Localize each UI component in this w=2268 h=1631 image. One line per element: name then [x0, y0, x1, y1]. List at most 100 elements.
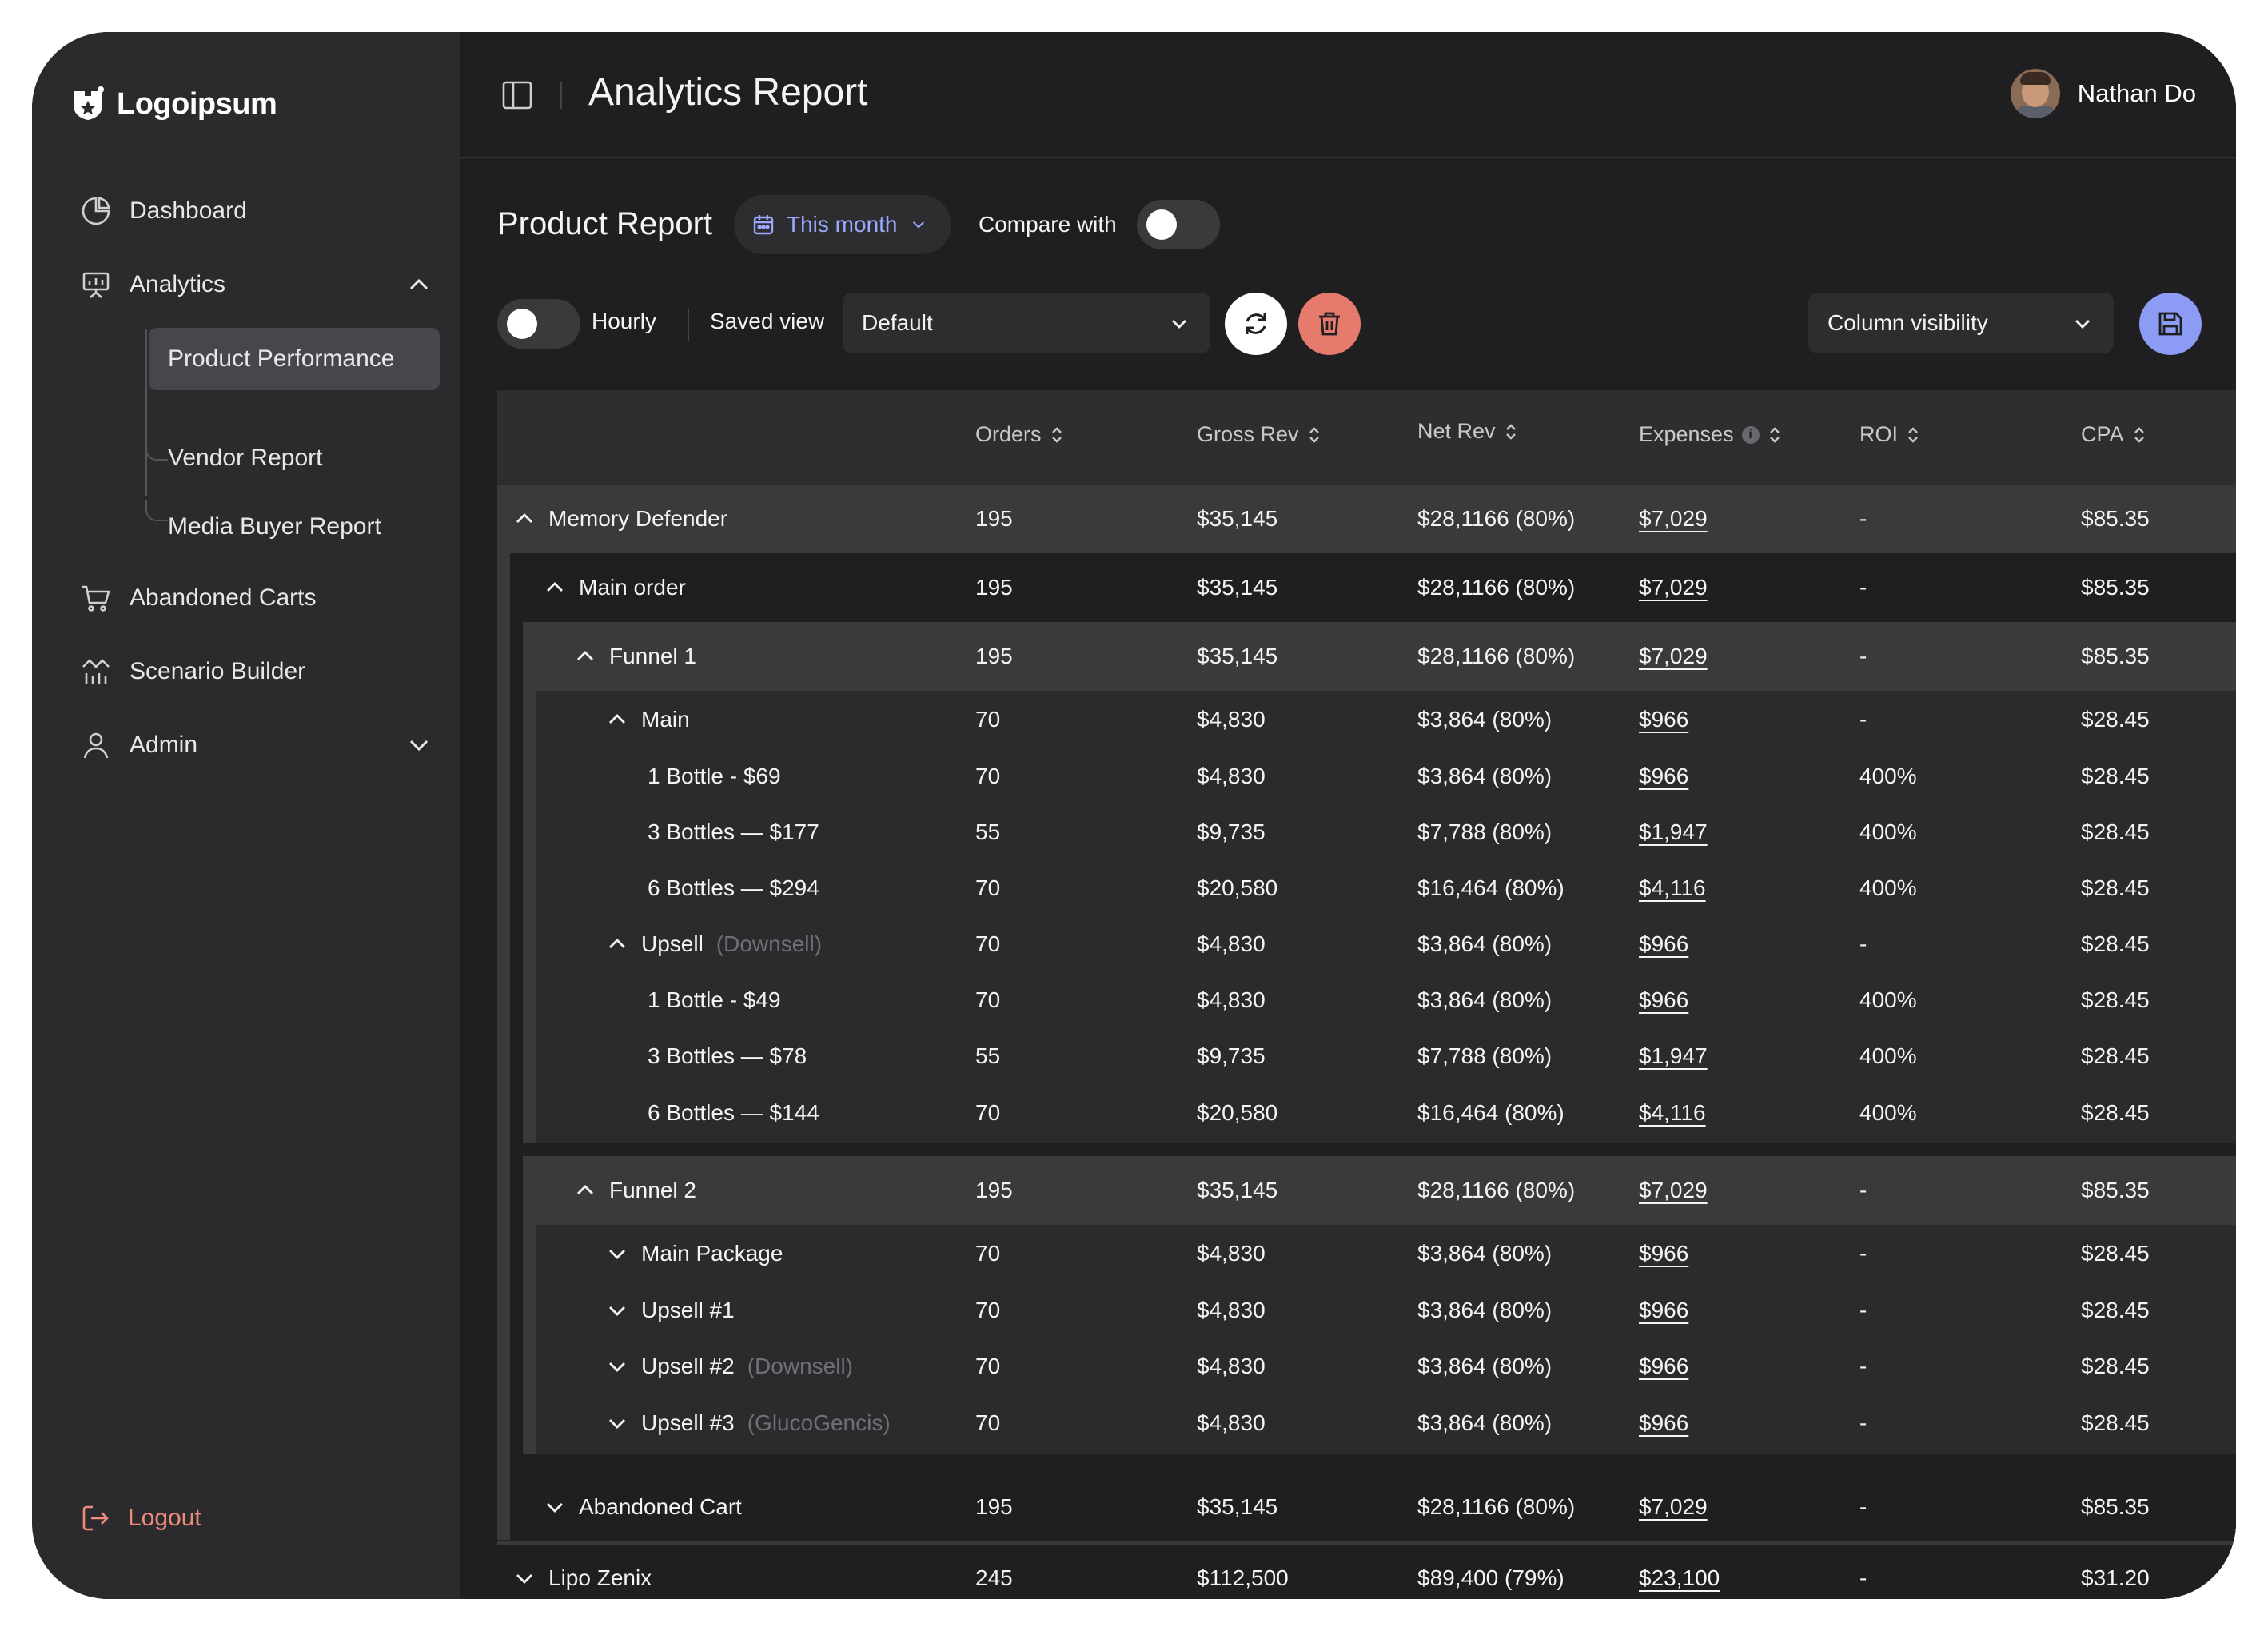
cell-expenses[interactable]: $966 — [1639, 987, 1689, 1012]
column-header-roi[interactable]: ROI — [1859, 422, 1920, 447]
sidebar-item-admin[interactable]: Admin — [80, 721, 432, 769]
logout-button[interactable]: Logout — [80, 1503, 201, 1533]
chevron-down-icon[interactable] — [513, 1567, 536, 1589]
table-row[interactable]: Upsell (Downsell) 70 $4,830 $3,864 (80%) $966… — [536, 916, 2236, 972]
cell-gross: $4,830 — [1197, 987, 1266, 1012]
delete-button[interactable] — [1298, 293, 1361, 355]
chevron-down-icon — [2075, 320, 2090, 329]
column-header-gross-rev[interactable]: Gross Rev — [1197, 422, 1321, 447]
cell-expenses[interactable]: $7,029 — [1639, 575, 1708, 600]
chevron-up-icon[interactable] — [574, 1179, 596, 1202]
table-row[interactable]: 1 Bottle - $69 70 $4,830 $3,864 (80%) $966 40… — [536, 748, 2236, 804]
hourly-toggle[interactable] — [497, 299, 580, 349]
table-row[interactable]: Funnel 2 195 $35,145 $28,1166 (80%) $7,029 - $… — [523, 1156, 2236, 1225]
save-view-button[interactable] — [2139, 293, 2202, 355]
cell-orders: 195 — [975, 575, 1013, 600]
sidebar-item-label: Admin — [130, 732, 198, 758]
cell-gross: $112,500 — [1197, 1565, 1289, 1590]
column-header-net-rev[interactable]: Net Rev — [1417, 419, 1518, 444]
table-row[interactable]: 6 Bottles — $144 70 $20,580 $16,464 (80%) $4… — [536, 1084, 2236, 1142]
compare-toggle[interactable] — [1137, 200, 1220, 249]
cell-expenses[interactable]: $4,116 — [1639, 1100, 1706, 1125]
chevron-up-icon[interactable] — [513, 508, 536, 530]
refresh-button[interactable] — [1225, 293, 1287, 355]
table-row[interactable]: Upsell #1 70 $4,830 $3,864 (80%) $966 - $28.45 — [536, 1282, 2236, 1338]
sidebar-subitem-media-buyer-report[interactable]: Media Buyer Report — [149, 496, 440, 558]
date-filter-button[interactable]: This month — [734, 195, 951, 254]
cell-orders: 195 — [975, 1494, 1013, 1519]
row-label: Upsell #2 — [641, 1354, 735, 1378]
chevron-down-icon[interactable] — [606, 1412, 628, 1434]
chevron-up-icon[interactable] — [406, 272, 432, 297]
cell-expenses[interactable]: $7,029 — [1639, 506, 1708, 531]
cell-gross: $20,580 — [1197, 875, 1278, 900]
table-row[interactable]: Upsell #3 (GlucoGencis) 70 $4,830 $3,864 (80… — [536, 1394, 2236, 1452]
sidebar-subitem-label: Vendor Report — [168, 445, 323, 471]
info-icon[interactable]: i — [1741, 425, 1760, 444]
table-row[interactable]: 6 Bottles — $294 70 $20,580 $16,464 (80%) $4… — [536, 860, 2236, 916]
row-label: Funnel 1 — [609, 644, 696, 668]
cell-expenses[interactable]: $966 — [1639, 1298, 1689, 1322]
table-row[interactable]: Main Package 70 $4,830 $3,864 (80%) $966 - $28… — [536, 1225, 2236, 1282]
cell-expenses[interactable]: $1,947 — [1639, 1043, 1708, 1068]
row-label: Upsell — [641, 931, 704, 956]
user-menu[interactable]: Nathan Do — [2010, 69, 2196, 118]
cell-expenses[interactable]: $7,029 — [1639, 1178, 1708, 1202]
table-row[interactable]: 1 Bottle - $49 70 $4,830 $3,864 (80%) $966 40… — [536, 972, 2236, 1028]
cell-expenses[interactable]: $7,029 — [1639, 1494, 1708, 1519]
sidebar-item-scenario-builder[interactable]: Scenario Builder — [80, 648, 432, 696]
sidebar-toggle-icon[interactable] — [500, 78, 534, 112]
cell-expenses[interactable]: $4,116 — [1639, 875, 1706, 900]
chevron-down-icon[interactable] — [544, 1496, 566, 1518]
sidebar-item-dashboard[interactable]: Dashboard — [80, 187, 432, 235]
cell-expenses[interactable]: $23,100 — [1639, 1565, 1720, 1590]
sidebar-item-analytics[interactable]: Analytics — [80, 261, 432, 309]
sidebar-subitem-product-performance[interactable]: Product Performance — [149, 328, 440, 390]
cell-roi: 400% — [1859, 819, 1917, 844]
column-visibility-select[interactable]: Column visibility — [1808, 293, 2114, 353]
cell-expenses[interactable]: $966 — [1639, 1354, 1689, 1378]
avatar[interactable] — [2010, 69, 2060, 118]
cell-expenses[interactable]: $966 — [1639, 931, 1689, 956]
chevron-down-icon[interactable] — [406, 732, 432, 758]
chevron-up-icon[interactable] — [574, 645, 596, 668]
chevron-up-icon[interactable] — [606, 708, 628, 731]
table-row[interactable]: Upsell #2 (Downsell) 70 $4,830 $3,864 (80%) $… — [536, 1338, 2236, 1394]
table-row[interactable]: 3 Bottles — $78 55 $9,735 $7,788 (80%) $1,94… — [536, 1028, 2236, 1084]
row-name: Main order — [544, 575, 686, 600]
table-row[interactable]: Lipo Zenix 245 $112,500 $89,400 (79%) $23,10… — [497, 1548, 2236, 1599]
cell-expenses[interactable]: $966 — [1639, 1410, 1689, 1435]
chevron-up-icon[interactable] — [606, 933, 628, 955]
cell-net: $3,864 (80%) — [1417, 1298, 1553, 1322]
cell-expenses[interactable]: $966 — [1639, 707, 1689, 732]
sidebar-subitem-vendor-report[interactable]: Vendor Report — [149, 427, 440, 489]
table-row[interactable]: Main order 195 $35,145 $28,1166 (80%) $7,029… — [510, 553, 2236, 622]
chevron-down-icon[interactable] — [606, 1299, 628, 1322]
cell-expenses[interactable]: $1,947 — [1639, 819, 1708, 844]
chevron-down-icon[interactable] — [606, 1242, 628, 1265]
column-header-orders[interactable]: Orders — [975, 422, 1064, 447]
calendar-icon — [753, 215, 774, 235]
flow-icon — [82, 659, 110, 684]
cell-expenses[interactable]: $966 — [1639, 1241, 1689, 1266]
column-header-expenses[interactable]: Expenses i — [1639, 422, 1782, 447]
row-label: Main — [641, 707, 690, 732]
cell-gross: $4,830 — [1197, 1354, 1266, 1378]
table-row[interactable]: Abandoned Cart 195 $35,145 $28,1166 (80%) $7… — [510, 1473, 2236, 1541]
cell-expenses[interactable]: $7,029 — [1639, 644, 1708, 668]
cell-orders: 70 — [975, 1100, 1001, 1125]
row-name: 6 Bottles — $144 — [648, 1100, 819, 1126]
table-row[interactable]: 3 Bottles — $177 55 $9,735 $7,788 (80%) $1,9… — [536, 804, 2236, 860]
cell-expenses[interactable]: $966 — [1639, 764, 1689, 788]
table-row[interactable]: Main 70 $4,830 $3,864 (80%) $966 - $28.45 — [536, 691, 2236, 748]
table-row[interactable]: Memory Defender 195 $35,145 $28,1166 (80%) $… — [497, 485, 2236, 553]
logo[interactable]: Logoipsum — [69, 85, 277, 123]
table-row[interactable]: Funnel 1 195 $35,145 $28,1166 (80%) $7,029 - $… — [523, 622, 2236, 691]
column-header-cpa[interactable]: CPA — [2081, 422, 2146, 447]
row-label: 6 Bottles — $294 — [648, 875, 819, 900]
saved-view-select[interactable]: Default — [843, 293, 1210, 353]
chevron-up-icon[interactable] — [544, 576, 566, 599]
user-name: Nathan Do — [2077, 79, 2196, 107]
sidebar-item-abandoned-carts[interactable]: Abandoned Carts — [80, 574, 432, 622]
chevron-down-icon[interactable] — [606, 1355, 628, 1378]
